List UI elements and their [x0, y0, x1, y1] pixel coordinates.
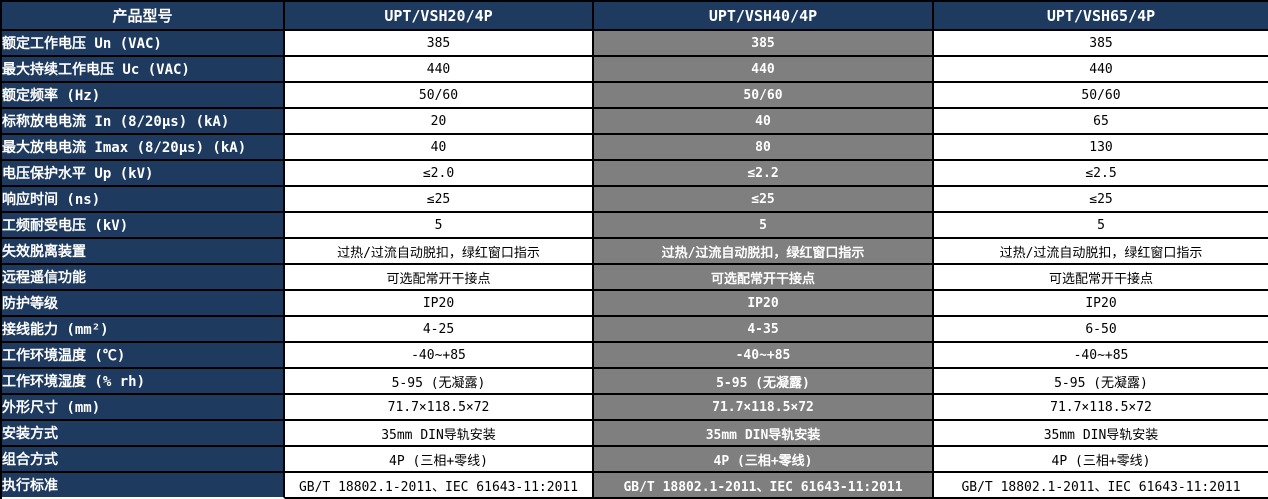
value-cell: 440 [934, 57, 1268, 83]
table-row: 额定频率 (Hz) 50/60 50/60 50/60 [2, 83, 1268, 109]
value-cell: ≤25 [285, 187, 594, 213]
table-row: 最大放电电流 Imax (8/20μs) (kA) 40 80 130 [2, 135, 1268, 161]
table-row: 安装方式 35mm DIN导轨安装 35mm DIN导轨安装 35mm DIN导轨安装 [2, 421, 1268, 447]
row-label: 最大持续工作电压 Uc (VAC) [2, 57, 285, 83]
row-label: 最大放电电流 Imax (8/20μs) (kA) [2, 135, 285, 161]
table-row: 远程遥信功能 可选配常开干接点 可选配常开干接点 可选配常开干接点 [2, 265, 1268, 291]
value-cell-highlighted: 80 [594, 135, 934, 161]
value-cell: IP20 [285, 291, 594, 317]
table-row: 电压保护水平 Up (kV) ≤2.0 ≤2.2 ≤2.5 [2, 161, 1268, 187]
value-cell: 385 [934, 31, 1268, 57]
row-label: 接线能力 (mm²) [2, 317, 285, 343]
row-label: 电压保护水平 Up (kV) [2, 161, 285, 187]
row-label: 响应时间 (ns) [2, 187, 285, 213]
value-cell-highlighted: 71.7×118.5×72 [594, 395, 934, 421]
value-cell: 可选配常开干接点 [285, 265, 594, 291]
value-cell-highlighted: IP20 [594, 291, 934, 317]
value-cell: 440 [285, 57, 594, 83]
value-cell: 4P (三相+零线) [285, 447, 594, 473]
table-row: 外形尺寸 (mm) 71.7×118.5×72 71.7×118.5×72 71.7×… [2, 395, 1268, 421]
table-row: 最大持续工作电压 Uc (VAC) 440 440 440 [2, 57, 1268, 83]
value-cell-highlighted: ≤25 [594, 187, 934, 213]
value-cell: 40 [285, 135, 594, 161]
value-cell: -40~+85 [934, 343, 1268, 369]
table-row: 防护等级 IP20 IP20 IP20 [2, 291, 1268, 317]
value-cell: 71.7×118.5×72 [934, 395, 1268, 421]
value-cell: 35mm DIN导轨安装 [934, 421, 1268, 447]
value-cell: 可选配常开干接点 [934, 265, 1268, 291]
row-label: 额定工作电压 Un (VAC) [2, 31, 285, 57]
value-cell: 50/60 [285, 83, 594, 109]
table-row: 标称放电电流 In (8/20μs) (kA) 20 40 65 [2, 109, 1268, 135]
row-label: 安装方式 [2, 421, 285, 447]
value-cell: 20 [285, 109, 594, 135]
table-row: 失效脱离装置 过热/过流自动脱扣，绿红窗口指示 过热/过流自动脱扣，绿红窗口指示 过热… [2, 239, 1268, 265]
value-cell-highlighted: -40~+85 [594, 343, 934, 369]
row-label: 外形尺寸 (mm) [2, 395, 285, 421]
value-cell-highlighted: 50/60 [594, 83, 934, 109]
row-label: 组合方式 [2, 447, 285, 473]
header-row: 产品型号 UPT/VSH20/4P UPT/VSH40/4P UPT/VSH65… [2, 2, 1268, 31]
value-cell-highlighted: 过热/过流自动脱扣，绿红窗口指示 [594, 239, 934, 265]
row-label: 工作环境湿度 (% rh) [2, 369, 285, 395]
spec-table-body: 额定工作电压 Un (VAC) 385 385 385 最大持续工作电压 Uc (VAC… [2, 31, 1268, 499]
row-label: 工频耐受电压 (kV) [2, 213, 285, 239]
table-row: 执行标准 GB/T 18802.1-2011、IEC 61643-11:2011 G… [2, 473, 1268, 499]
value-cell-highlighted: 385 [594, 31, 934, 57]
row-label: 额定频率 (Hz) [2, 83, 285, 109]
table-row: 接线能力 (mm²) 4-25 4-35 6-50 [2, 317, 1268, 343]
table-row: 组合方式 4P (三相+零线) 4P (三相+零线) 4P (三相+零线) [2, 447, 1268, 473]
value-cell: 35mm DIN导轨安装 [285, 421, 594, 447]
row-label: 标称放电电流 In (8/20μs) (kA) [2, 109, 285, 135]
value-cell: 71.7×118.5×72 [285, 395, 594, 421]
value-cell: 过热/过流自动脱扣，绿红窗口指示 [285, 239, 594, 265]
value-cell: 过热/过流自动脱扣，绿红窗口指示 [934, 239, 1268, 265]
value-cell: 130 [934, 135, 1268, 161]
table-row: 额定工作电压 Un (VAC) 385 385 385 [2, 31, 1268, 57]
value-cell-highlighted: 4P (三相+零线) [594, 447, 934, 473]
value-cell-highlighted: 35mm DIN导轨安装 [594, 421, 934, 447]
row-label: 执行标准 [2, 473, 285, 499]
value-cell: IP20 [934, 291, 1268, 317]
header-cell-model-vsh40: UPT/VSH40/4P [594, 2, 934, 31]
value-cell-highlighted: 40 [594, 109, 934, 135]
value-cell: ≤2.0 [285, 161, 594, 187]
value-cell-highlighted: 4-35 [594, 317, 934, 343]
value-cell: 5-95 (无凝露) [934, 369, 1268, 395]
value-cell-highlighted: 440 [594, 57, 934, 83]
value-cell-highlighted: ≤2.2 [594, 161, 934, 187]
row-label: 工作环境温度 (℃) [2, 343, 285, 369]
value-cell: 6-50 [934, 317, 1268, 343]
value-cell: ≤25 [934, 187, 1268, 213]
row-label: 防护等级 [2, 291, 285, 317]
value-cell: -40~+85 [285, 343, 594, 369]
table-row: 工作环境温度 (℃) -40~+85 -40~+85 -40~+85 [2, 343, 1268, 369]
value-cell: 385 [285, 31, 594, 57]
value-cell-highlighted: 5-95 (无凝露) [594, 369, 934, 395]
value-cell: 5 [934, 213, 1268, 239]
value-cell: 4P (三相+零线) [934, 447, 1268, 473]
table-row: 工频耐受电压 (kV) 5 5 5 [2, 213, 1268, 239]
value-cell: 4-25 [285, 317, 594, 343]
header-cell-product-model: 产品型号 [2, 2, 285, 31]
value-cell-highlighted: 可选配常开干接点 [594, 265, 934, 291]
table-row: 工作环境湿度 (% rh) 5-95 (无凝露) 5-95 (无凝露) 5-95 (无… [2, 369, 1268, 395]
row-label: 失效脱离装置 [2, 239, 285, 265]
value-cell: 50/60 [934, 83, 1268, 109]
table-row: 响应时间 (ns) ≤25 ≤25 ≤25 [2, 187, 1268, 213]
value-cell: 5 [285, 213, 594, 239]
value-cell: 5-95 (无凝露) [285, 369, 594, 395]
value-cell: GB/T 18802.1-2011、IEC 61643-11:2011 [934, 473, 1268, 499]
value-cell-highlighted: 5 [594, 213, 934, 239]
value-cell: 65 [934, 109, 1268, 135]
header-cell-model-vsh20: UPT/VSH20/4P [285, 2, 594, 31]
header-cell-model-vsh65: UPT/VSH65/4P [934, 2, 1268, 31]
row-label: 远程遥信功能 [2, 265, 285, 291]
value-cell: ≤2.5 [934, 161, 1268, 187]
value-cell: GB/T 18802.1-2011、IEC 61643-11:2011 [285, 473, 594, 499]
value-cell-highlighted: GB/T 18802.1-2011、IEC 61643-11:2011 [594, 473, 934, 499]
